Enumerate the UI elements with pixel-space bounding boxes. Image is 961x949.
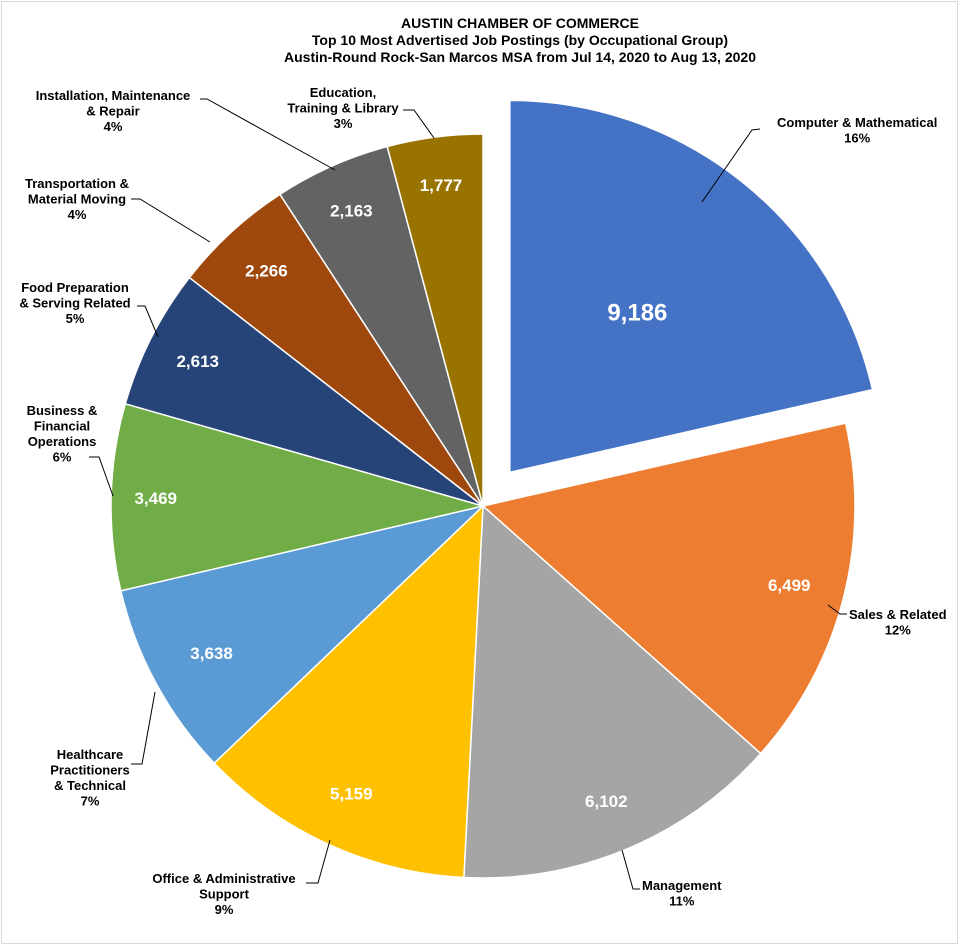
slice-value-label: 2,266 (245, 262, 288, 281)
leader-line (89, 456, 114, 497)
slice-category-label: Food Preparation & Serving Related 5% (19, 280, 130, 326)
slice-value-label: 6,102 (585, 792, 628, 811)
leader-line (701, 128, 761, 203)
chart-title: AUSTIN CHAMBER OF COMMERCE (401, 15, 639, 31)
leader-line (306, 839, 331, 884)
leader-line (131, 691, 156, 765)
pie-slices (110, 99, 874, 879)
leader-line (827, 604, 847, 615)
slice-value-label: 3,638 (190, 644, 233, 663)
chart-subtitle-2: Austin-Round Rock-San Marcos MSA from Ju… (284, 49, 756, 65)
pie-slice (124, 276, 484, 507)
leader-line (621, 849, 640, 890)
leader-line (131, 198, 211, 243)
leader-line (403, 109, 435, 139)
slice-value-label: 6,499 (768, 576, 811, 595)
slice-category-label: Healthcare Practitioners & Technical 7% (50, 747, 129, 809)
slice-value-label: 1,777 (420, 176, 463, 195)
slice-value-label: 2,163 (330, 201, 373, 220)
pie-slice (213, 504, 484, 879)
slice-value-label: 2,613 (176, 352, 219, 371)
pie-slice (509, 99, 874, 474)
pie-slice (463, 504, 762, 879)
chart-subtitle: Top 10 Most Advertised Job Postings (by … (312, 32, 728, 48)
slice-value-label: 5,159 (330, 784, 373, 803)
slice-category-label: Office & Administrative Support 9% (152, 871, 295, 917)
slice-category-label: Sales & Related 12% (849, 607, 947, 638)
slice-category-label: Business & Financial Operations 6% (27, 403, 98, 465)
leader-line (137, 305, 159, 338)
slice-category-label: Education, Training & Library 3% (287, 85, 399, 131)
pie-slice (110, 402, 486, 592)
slice-category-label: Transportation & Material Moving 4% (25, 176, 129, 222)
slice-value-label: 3,469 (134, 489, 177, 508)
value-labels: 9,186 6,499 6,102 5,159 3,638 3,469 2,613 2,266… (134, 176, 810, 811)
slice-category-label: Computer & Mathematical 16% (777, 115, 937, 146)
category-labels: Computer & Mathematical 16% Sales & Relate… (19, 85, 946, 917)
pie-slice (386, 133, 484, 507)
leader-lines (89, 98, 847, 890)
slice-category-label: Installation, Maintenance & Repair 4% (36, 88, 191, 134)
slice-category-label: Management 11% (642, 878, 722, 909)
slice-value-label: 9,186 (607, 299, 667, 326)
pie-slice (481, 422, 856, 755)
leader-line (200, 98, 336, 171)
